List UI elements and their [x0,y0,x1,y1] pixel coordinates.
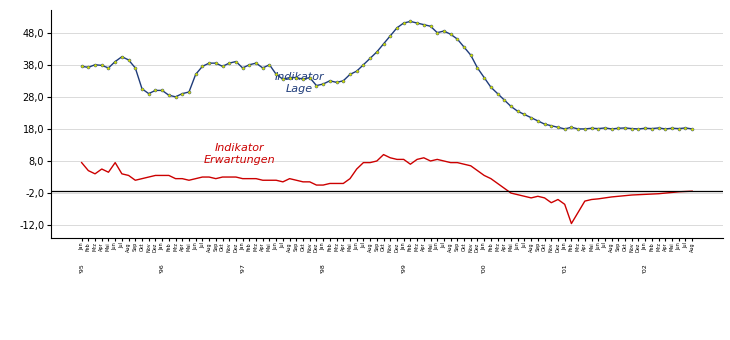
Text: '99: '99 [402,263,406,273]
Text: '02: '02 [642,263,648,273]
Text: Indikator
Erwartungen: Indikator Erwartungen [204,143,275,165]
Text: '97: '97 [240,263,245,273]
Text: '96: '96 [160,263,165,273]
Text: '98: '98 [320,263,326,273]
Text: '00: '00 [482,263,487,273]
Text: '01: '01 [562,263,567,273]
Text: Indikator
Lage: Indikator Lage [274,72,324,94]
Text: '95: '95 [79,263,84,273]
